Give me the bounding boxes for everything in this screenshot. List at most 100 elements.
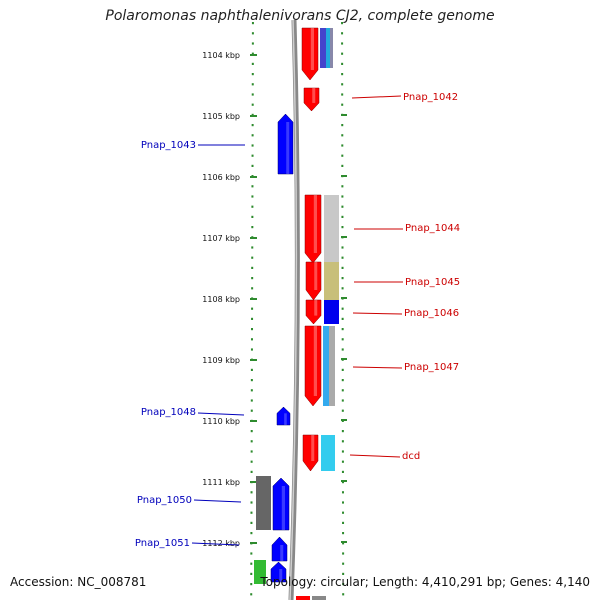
- guide-dot: [250, 521, 253, 524]
- gene-leader-line: [193, 499, 242, 503]
- guide-dot: [250, 491, 253, 494]
- cds-reverse-arrow: [277, 113, 294, 175]
- kbp-tick-label: 1110 kbp: [202, 417, 240, 426]
- guide-dot: [251, 93, 254, 96]
- kbp-tick-label: 1108 kbp: [202, 295, 240, 304]
- gene-label: Pnap_1042: [403, 92, 458, 103]
- kbp-tick-label: 1107 kbp: [202, 234, 240, 243]
- cds-reverse-arrow: [271, 536, 288, 562]
- gene-leader-line: [349, 454, 401, 458]
- cds-forward-arrow-highlight: [313, 195, 317, 253]
- guide-dot: [250, 368, 253, 371]
- guide-dot: [251, 185, 254, 188]
- guide-dot: [341, 307, 344, 310]
- guide-dot: [341, 205, 344, 208]
- guide-dot: [341, 154, 344, 157]
- gene-label: Pnap_1047: [404, 362, 459, 373]
- cog-block: [320, 28, 326, 68]
- cog-block: [324, 300, 339, 324]
- guide-dot: [250, 572, 253, 575]
- guide-dot: [341, 62, 344, 65]
- guide-dot: [251, 307, 254, 310]
- guide-dot: [251, 113, 254, 116]
- kbp-tick-label: 1106 kbp: [202, 173, 240, 182]
- guide-dot: [250, 399, 253, 402]
- guide-dot: [251, 73, 254, 76]
- guide-dot: [251, 144, 254, 147]
- guide-dot: [341, 287, 344, 290]
- guide-dot: [341, 83, 344, 86]
- guide-dot: [341, 317, 344, 320]
- guide-dot: [251, 42, 254, 45]
- guide-dot: [342, 552, 345, 555]
- guide-dot: [251, 236, 254, 239]
- kbp-tick-label: 1112 kbp: [202, 539, 240, 548]
- guide-dot: [341, 481, 344, 484]
- cds-forward-arrow-highlight: [311, 435, 315, 461]
- guide-dot: [250, 338, 253, 341]
- guide-dot: [251, 328, 254, 331]
- guide-dot: [341, 103, 344, 106]
- gene-label: Pnap_1048: [141, 407, 196, 418]
- cds-reverse-arrow: [276, 406, 291, 426]
- guide-dot: [341, 144, 344, 147]
- guide-dot: [341, 256, 344, 259]
- cds-forward-arrow: [303, 87, 320, 112]
- guide-dot: [341, 277, 344, 280]
- guide-dot: [251, 32, 254, 35]
- guide-dot: [341, 470, 344, 473]
- kbp-tick-label: 1105 kbp: [202, 112, 240, 121]
- guide-dot: [341, 124, 344, 127]
- gene-leader-line: [352, 366, 403, 369]
- cds-forward-arrow-highlight: [313, 326, 317, 396]
- cds-reverse-arrow-highlight: [279, 569, 283, 582]
- genome-summary-text: Topology: circular; Length: 4,410,291 bp…: [260, 575, 590, 589]
- guide-dot: [341, 93, 344, 96]
- guide-dot: [342, 593, 345, 596]
- kbp-tick-label: 1104 kbp: [202, 51, 240, 60]
- gene-label: Pnap_1044: [405, 223, 460, 234]
- map-title: Polaromonas naphthalenivorans CJ2, compl…: [105, 8, 495, 24]
- guide-dot: [250, 583, 253, 586]
- guide-dot: [250, 460, 253, 463]
- guide-dot: [342, 501, 345, 504]
- cds-forward-arrow: [305, 261, 322, 301]
- guide-dot: [341, 399, 344, 402]
- guide-dot: [341, 164, 344, 167]
- guide-dot: [341, 73, 344, 76]
- guide-dot: [341, 491, 344, 494]
- guide-dot: [251, 22, 254, 25]
- cds-reverse-arrow-highlight: [281, 486, 285, 530]
- green-dotted-guides: [250, 22, 345, 596]
- guide-dot: [251, 215, 254, 218]
- guide-dot: [250, 440, 253, 443]
- guide-dot: [341, 134, 344, 137]
- cog-block: [254, 560, 266, 584]
- guide-dot: [251, 297, 254, 300]
- cds-forward-arrow-highlight: [310, 28, 314, 70]
- gene-label: Pnap_1043: [141, 140, 196, 151]
- guide-dot: [251, 124, 254, 127]
- guide-dot: [251, 277, 254, 280]
- guide-dot: [341, 348, 344, 351]
- guide-dot: [341, 440, 344, 443]
- guide-dot: [341, 368, 344, 371]
- guide-dot: [341, 430, 344, 433]
- cog-block: [256, 476, 271, 530]
- gene-labels: Pnap_1042 Pnap_1043 Pnap_1044 Pnap_1045 Pnap…: [135, 92, 460, 549]
- guide-dot: [341, 236, 344, 239]
- guide-dot: [251, 52, 254, 55]
- guide-dot: [342, 562, 345, 565]
- guide-dot: [341, 358, 344, 361]
- cds-forward-arrow-highlight: [314, 300, 318, 316]
- cog-block: [326, 28, 330, 68]
- guide-dot: [250, 532, 253, 535]
- guide-dot: [342, 542, 345, 545]
- guide-dot: [250, 593, 253, 596]
- cds-forward-arrow: [302, 434, 319, 472]
- guide-dot: [341, 32, 344, 35]
- guide-dot: [251, 226, 254, 229]
- guide-dot: [250, 542, 253, 545]
- guide-dot: [251, 246, 254, 249]
